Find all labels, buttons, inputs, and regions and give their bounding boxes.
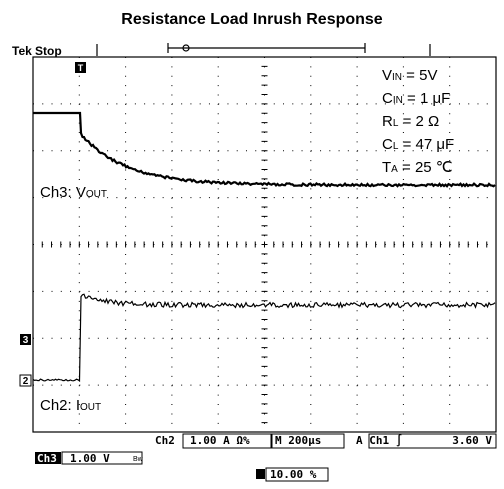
trigger-level: 3.60 V — [452, 434, 492, 447]
trigger: A Ch1 ∫ — [356, 434, 402, 447]
subscript: A — [391, 164, 398, 175]
trigger-position: 10.00 % — [270, 468, 317, 481]
readout: Ch2 1.00 A Ω% M 200µs A Ch1 ∫ 3.60 V Ch3… — [35, 433, 497, 482]
trigger-marker: T — [78, 63, 84, 73]
graticule — [32, 56, 497, 433]
condition: CL = 47 μF — [382, 136, 454, 153]
value: = 5V — [402, 67, 437, 84]
symbol: C — [382, 136, 393, 153]
ch3-label: Ch3 — [37, 452, 57, 465]
ch3-scale: 1.00 V — [70, 452, 110, 465]
condition: CIN = 1 μF — [382, 90, 450, 107]
ch3-marker: 3 — [23, 335, 29, 346]
vout-label: Ch3: VOUT — [40, 184, 107, 201]
value: = 25 ℃ — [398, 159, 453, 176]
symbol: T — [382, 159, 391, 176]
condition: TA = 25 ℃ — [382, 159, 453, 176]
run-state: Stop — [35, 44, 62, 58]
iout-label: Ch2: IOUT — [40, 397, 101, 414]
ch3-marker-box — [20, 334, 31, 345]
value: = 47 μF — [398, 136, 454, 153]
subscript: IN — [393, 95, 403, 106]
frame — [32, 56, 497, 433]
value: = 2 Ω — [398, 113, 439, 130]
vout-trace — [33, 111, 496, 188]
top-bar — [96, 43, 431, 56]
subscript: L — [393, 118, 399, 129]
ch2-marker-box — [19, 374, 32, 387]
iout-trace — [32, 293, 496, 383]
value: = 1 μF — [403, 90, 450, 107]
trigger-marker-box — [75, 62, 86, 73]
ch2-marker: 2 — [23, 376, 29, 387]
ch2-scale: 1.00 A Ω% — [190, 434, 250, 447]
symbol: V — [382, 67, 392, 84]
subscript: L — [393, 141, 399, 152]
symbol: R — [382, 113, 393, 130]
title: Resistance Load Inrush Response — [121, 11, 383, 28]
subscript: IN — [392, 72, 402, 83]
condition: RL = 2 Ω — [382, 113, 439, 130]
condition: VIN = 5V — [382, 67, 437, 84]
brand: Tek — [12, 44, 32, 58]
ch2-label: Ch2 — [155, 434, 175, 447]
timebase: M 200µs — [275, 434, 321, 447]
bandwidth: Bw — [133, 456, 144, 463]
symbol: C — [382, 90, 393, 107]
